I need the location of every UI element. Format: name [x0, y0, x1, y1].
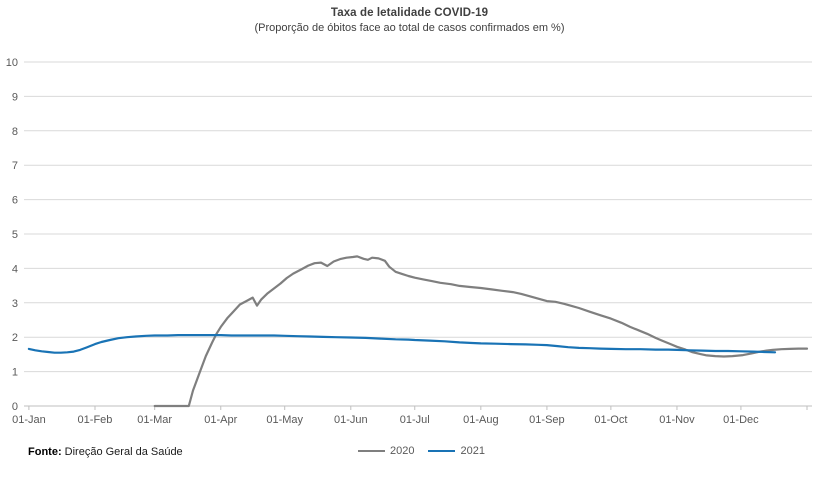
- x-axis-label-01-Aug: 01-Aug: [463, 414, 498, 426]
- legend-label-2020: 2020: [390, 445, 415, 457]
- x-axis-label-01-Jun: 01-Jun: [334, 414, 368, 426]
- legend-label-2021: 2021: [460, 445, 485, 457]
- x-axis-label-01-Jan: 01-Jan: [12, 414, 46, 426]
- y-axis-label-9: 9: [12, 91, 18, 103]
- legend-line-swatch-2020: [358, 450, 385, 452]
- legend-item-2020: 2020: [358, 445, 414, 457]
- y-axis-label-5: 5: [12, 229, 18, 241]
- series-line-2020: [153, 255, 809, 408]
- legend-item-2021: 2021: [428, 445, 485, 457]
- y-axis-label-1: 1: [12, 367, 18, 379]
- x-axis-label-01-Dec: 01-Dec: [723, 414, 759, 426]
- chart-title: Taxa de letalidade COVID-19: [330, 7, 489, 19]
- y-axis-label-2: 2: [12, 332, 18, 344]
- y-axis-label-4: 4: [12, 263, 18, 275]
- x-axis-label-01-Apr: 01-Apr: [204, 414, 237, 426]
- x-axis-label-01-Sep: 01-Sep: [529, 414, 564, 426]
- y-axis-label-10: 10: [6, 57, 18, 69]
- y-axis-label-0: 0: [12, 401, 18, 413]
- y-axis-label-7: 7: [12, 160, 18, 172]
- source-text: Direção Geral da Saúde: [61, 446, 183, 458]
- y-axis-label-8: 8: [12, 126, 18, 138]
- source-note: Fonte: Direção Geral da Saúde: [28, 446, 183, 458]
- y-axis-label-3: 3: [12, 298, 18, 310]
- chart-subtitle: (Proporção de óbitos face ao total de ca…: [254, 22, 565, 34]
- x-axis-label-01-Feb: 01-Feb: [78, 414, 113, 426]
- source-label: Fonte:: [28, 446, 62, 458]
- x-axis-label-01-Jul: 01-Jul: [400, 414, 430, 426]
- x-axis-label-01-Mar: 01-Mar: [137, 414, 172, 426]
- x-axis-label-01-Oct: 01-Oct: [594, 414, 627, 426]
- x-axis-label-01-Nov: 01-Nov: [659, 414, 695, 426]
- legend-line-swatch-2021: [428, 450, 456, 452]
- legend: 2020 2021: [358, 445, 485, 457]
- x-axis-label-01-May: 01-May: [266, 414, 303, 426]
- y-axis-label-6: 6: [12, 195, 18, 207]
- series-line-2021: [27, 334, 777, 354]
- plot-area: 0 1 2 3 4 5 6 7 8 9 10 01-Jan 01-Feb 01-Mar 01-Apr 01-M…: [6, 57, 812, 426]
